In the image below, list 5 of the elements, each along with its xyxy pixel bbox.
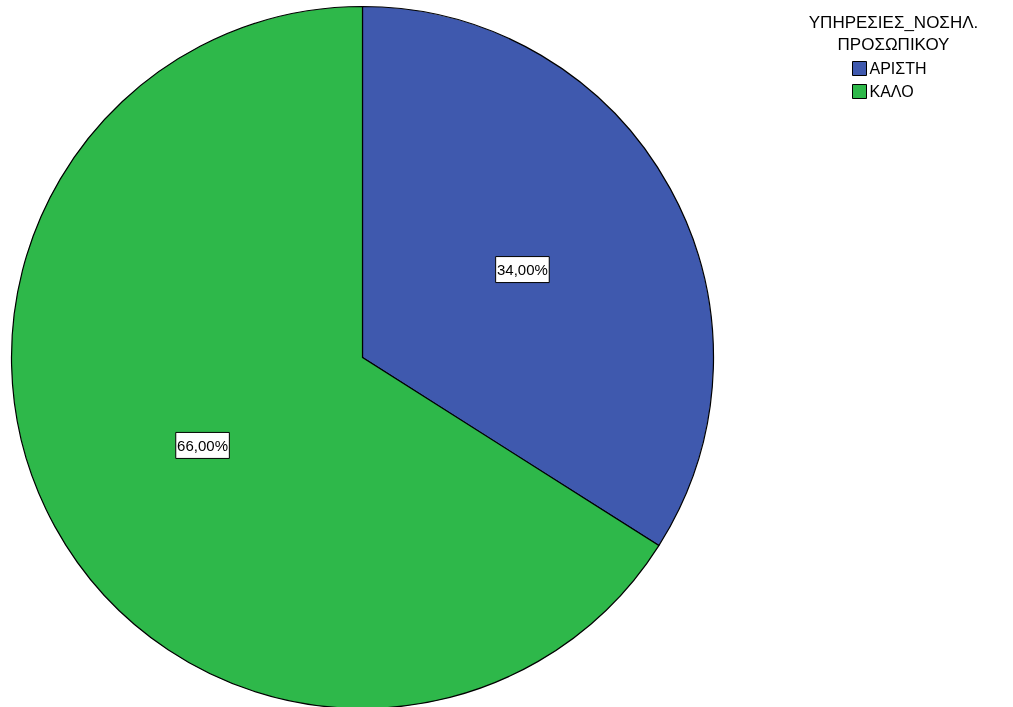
legend-title: ΥΠΗΡΕΣΙΕΣ_ΝΟΣΗΛ. ΠΡΟΣΩΠΙΚΟΥ — [808, 13, 979, 54]
data-label: 66,00% — [177, 436, 228, 454]
legend-label: ΚΑΛΟ — [869, 83, 914, 100]
legend-label: ΑΡΙΣΤΗ — [869, 60, 927, 77]
data-label: 34,00% — [497, 261, 548, 279]
